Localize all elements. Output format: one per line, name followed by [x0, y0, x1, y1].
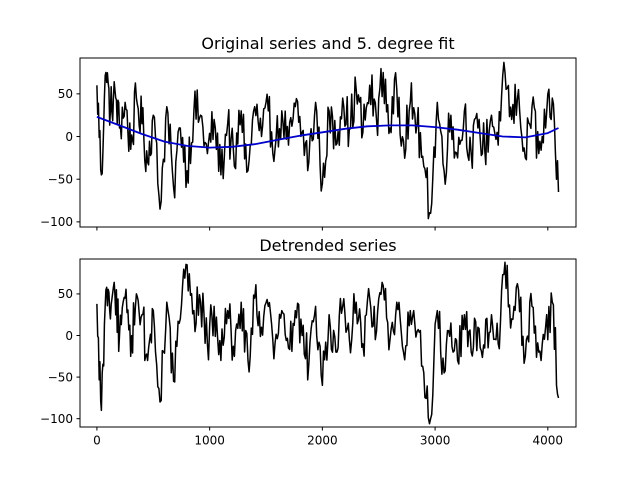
- top-axes-frame: [79, 57, 577, 228]
- bottom-x-tick-label: 1000: [194, 434, 225, 448]
- bottom-x-tick-label: 3000: [420, 434, 451, 448]
- top-y-tick-label: 0: [65, 130, 73, 144]
- top-series-lines: [96, 61, 560, 220]
- bottom-x-tick-label: 0: [93, 434, 101, 448]
- bottom-chart-title: Detrended series: [259, 236, 396, 255]
- top-series-line: [96, 61, 560, 220]
- bottom-series-lines: [96, 261, 560, 425]
- bottom-y-axis: −100 −50 0 50: [40, 287, 80, 426]
- bottom-y-tick-label: −100: [40, 412, 73, 426]
- bottom-y-tick-label: −50: [48, 370, 73, 384]
- bottom-x-axis: 0 1000 2000 3000 4000: [93, 427, 563, 448]
- top-chart-title: Original series and 5. degree fit: [201, 34, 454, 53]
- top-y-axis: −100 −50 0 50: [40, 87, 80, 229]
- top-x-axis: [96, 227, 549, 231]
- top-y-tick-label: −50: [48, 173, 73, 187]
- top-y-tick-label: 50: [58, 87, 73, 101]
- top-y-tick-label: −100: [40, 215, 73, 229]
- bottom-x-tick-label: 4000: [533, 434, 564, 448]
- bottom-y-tick-label: 0: [65, 329, 73, 343]
- bottom-y-tick-label: 50: [58, 287, 73, 301]
- bottom-x-tick-label: 2000: [307, 434, 338, 448]
- top-fit-line: [96, 116, 559, 149]
- original-series-subplot: Original series and 5. degree fit −100 −5…: [40, 34, 577, 231]
- bottom-axes-frame: [79, 258, 577, 428]
- bottom-series-line: [96, 261, 560, 425]
